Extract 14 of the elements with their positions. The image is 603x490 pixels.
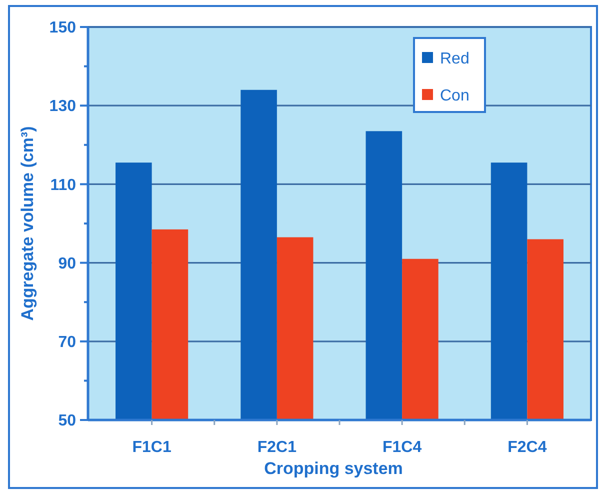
x-tick-label: F2C1 xyxy=(257,439,297,456)
legend-label: Red xyxy=(440,50,470,68)
x-tick-label: F1C4 xyxy=(382,439,422,456)
y-tick-label: 90 xyxy=(58,255,76,272)
x-tick-label: F2C4 xyxy=(508,439,547,456)
y-tick-label: 130 xyxy=(49,98,76,116)
y-tick-label: 70 xyxy=(58,334,76,351)
y-tick-label: 110 xyxy=(50,176,76,194)
x-tick-label: F1C1 xyxy=(132,439,172,456)
y-tick-label: 50 xyxy=(58,412,76,430)
y-axis-title: Aggregate volume (cm³) xyxy=(18,126,37,321)
x-axis-title: Cropping system xyxy=(264,459,403,478)
legend-label: Con xyxy=(440,88,470,105)
y-tick-label: 150 xyxy=(49,20,76,37)
